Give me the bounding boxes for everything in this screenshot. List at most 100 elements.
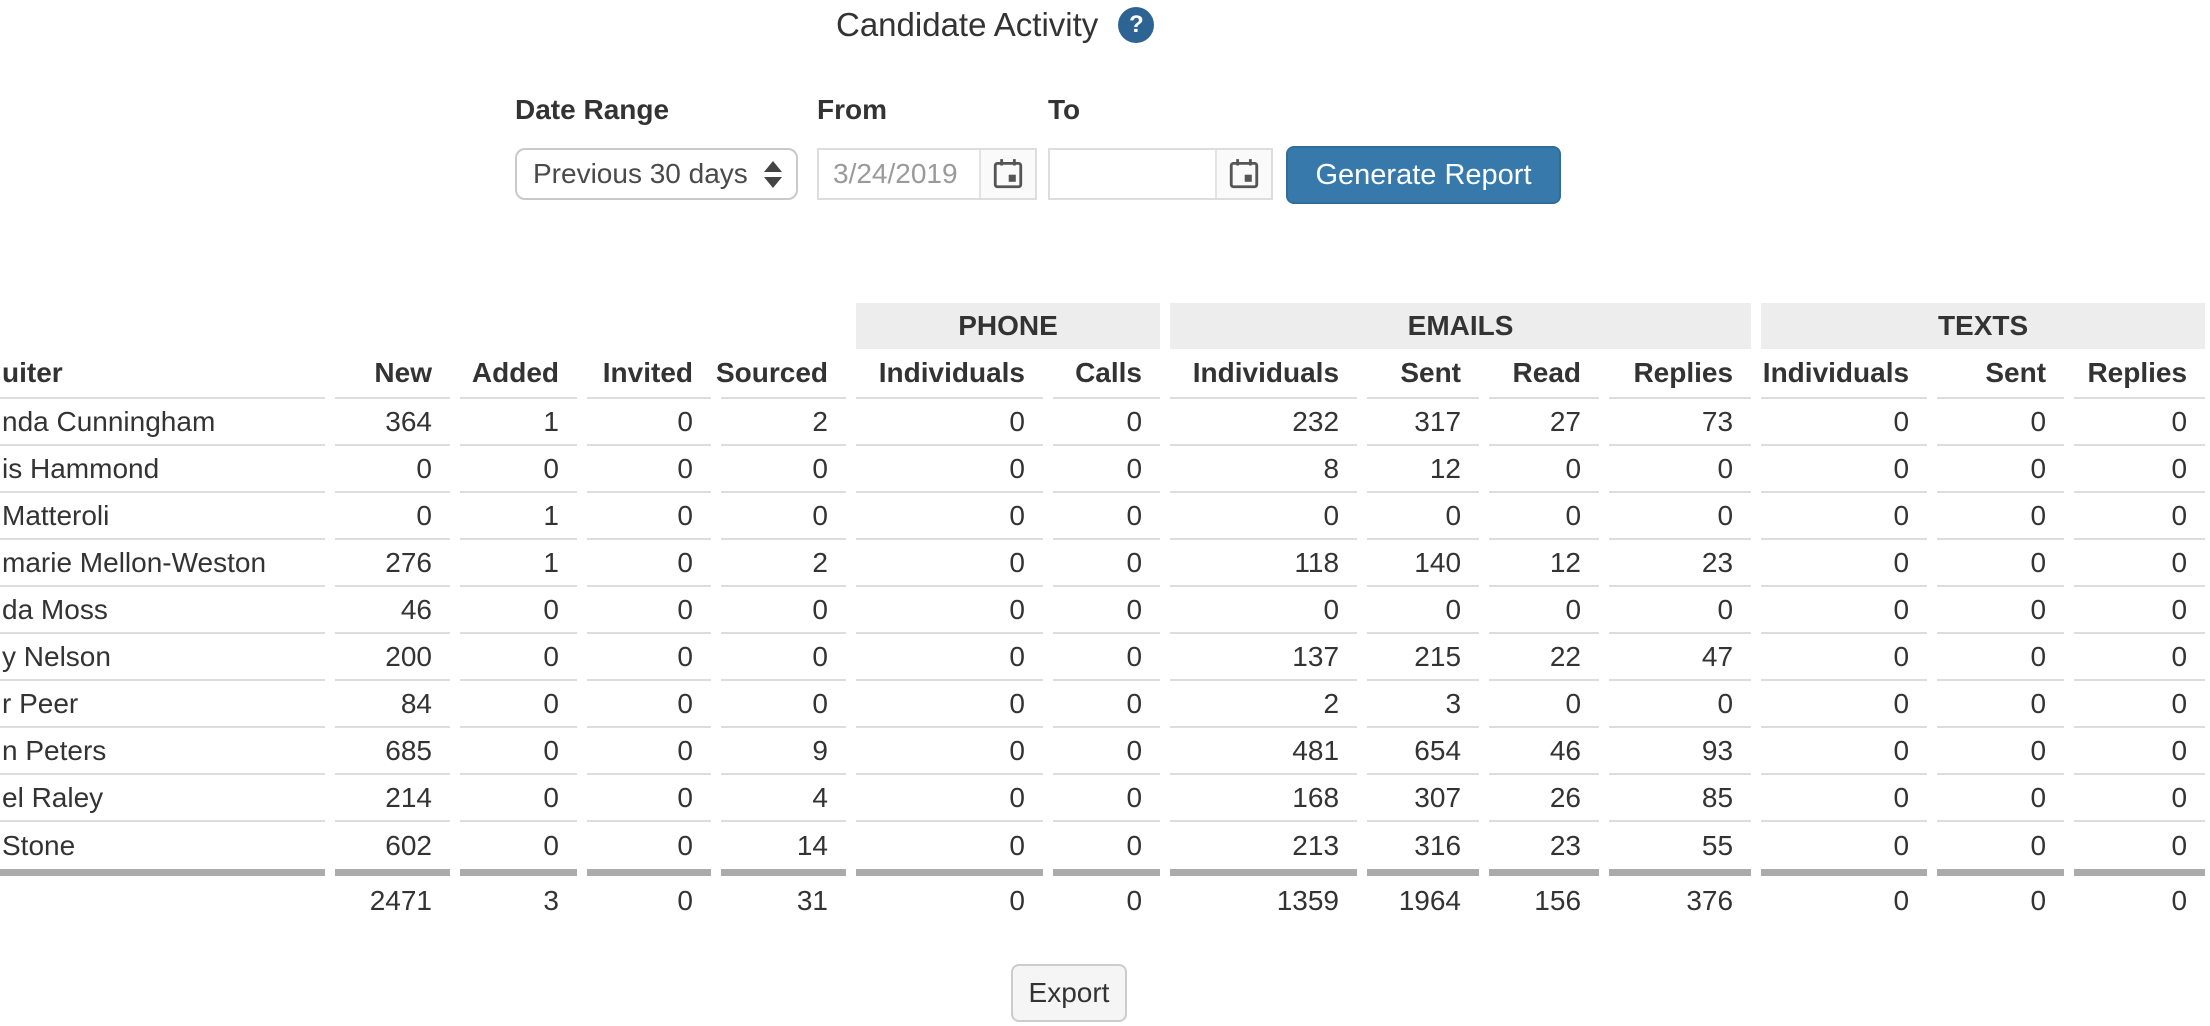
- total-cell-content: 1964: [1367, 869, 1480, 926]
- value-cell: 0: [2069, 587, 2210, 634]
- value-cell-content: 27: [1489, 399, 1600, 446]
- value-cell-content: 213: [1292, 829, 1340, 861]
- value-cell-content: 0: [721, 634, 846, 681]
- value-cell-content: 0: [1609, 587, 1752, 634]
- value-cell-content: 0: [677, 829, 693, 861]
- value-cell: 46: [1484, 728, 1604, 775]
- value-cell-content: 0: [1761, 681, 1928, 728]
- value-cell: 0: [1756, 775, 1932, 822]
- column-header: Read: [1484, 349, 1604, 399]
- value-cell: 0: [582, 728, 716, 775]
- value-cell-content: 0: [2074, 493, 2206, 540]
- value-cell: 0: [851, 681, 1048, 728]
- value-cell-content: 0: [2171, 829, 2188, 861]
- export-button[interactable]: Export: [1011, 964, 1127, 1022]
- table-row: is Hammond 0 0 0 0 0 0 8 12 0 0 0 0 0: [0, 446, 2210, 493]
- value-cell-content: 0: [587, 540, 711, 587]
- value-cell: 0: [1048, 493, 1165, 540]
- value-cell: 0: [716, 587, 851, 634]
- value-cell: 0: [1165, 493, 1362, 540]
- value-cell-content: 0: [2074, 775, 2206, 822]
- value-cell: 0: [1362, 587, 1484, 634]
- value-cell: 0: [582, 446, 716, 493]
- value-cell-content: 46: [335, 587, 450, 634]
- value-cell: 1: [455, 540, 582, 587]
- table-foot: 2471 3 0 31 0 0 1359 1964 156 376 0 0 0: [0, 869, 2210, 926]
- total-cell: 0: [1932, 869, 2069, 926]
- value-cell: 1: [455, 493, 582, 540]
- total-cell: 0: [2069, 869, 2210, 926]
- value-cell-content: 0: [1053, 728, 1161, 775]
- value-cell: 0: [1048, 446, 1165, 493]
- value-cell-content: 3: [1367, 681, 1480, 728]
- value-cell-content: 0: [460, 587, 577, 634]
- value-cell: 0: [2069, 728, 2210, 775]
- value-cell: 654: [1362, 728, 1484, 775]
- column-header-content: Added: [460, 349, 577, 399]
- date-range-select[interactable]: Previous 30 days: [515, 148, 798, 200]
- value-cell-content: 0: [2074, 399, 2206, 446]
- value-cell: 0: [455, 587, 582, 634]
- group-header-emails: EMAILS: [1165, 303, 1756, 349]
- value-cell: 168: [1165, 775, 1362, 822]
- total-cell-content: [0, 869, 325, 926]
- column-header-content: New: [335, 349, 450, 399]
- value-cell: 200: [330, 634, 455, 681]
- to-label: To: [1048, 94, 1081, 125]
- value-cell: 0: [455, 681, 582, 728]
- value-cell: 602: [330, 822, 455, 869]
- value-cell: 4: [716, 775, 851, 822]
- value-cell: 0: [851, 634, 1048, 681]
- from-date-input[interactable]: [819, 150, 979, 198]
- total-cell: 156: [1484, 869, 1604, 926]
- value-cell-content: 0: [721, 446, 846, 493]
- value-cell-content: 140: [1367, 540, 1480, 587]
- total-cell-content: 0: [1053, 869, 1161, 926]
- value-cell-content: 0: [2074, 681, 2206, 728]
- value-cell-content: 0: [1937, 540, 2065, 587]
- value-cell-content: 0: [1761, 493, 1928, 540]
- value-cell: 0: [851, 587, 1048, 634]
- value-cell-content: 0: [460, 634, 577, 681]
- column-header-content: Calls: [1053, 349, 1161, 399]
- value-cell-content: 0: [1126, 829, 1143, 861]
- value-cell: 0: [716, 681, 851, 728]
- table-row: n Peters 685 0 0 9 0 0 481 654 46 93 0 0 0: [0, 728, 2210, 775]
- total-cell-content: 0: [856, 869, 1043, 926]
- value-cell-content: 276: [335, 540, 450, 587]
- value-cell: 0: [1048, 587, 1165, 634]
- column-header: uiter: [0, 349, 330, 399]
- value-cell-content: 0: [1489, 493, 1600, 540]
- to-date-input[interactable]: [1050, 150, 1215, 198]
- column-header-content: Individuals: [856, 349, 1043, 399]
- value-cell-content: 0: [1937, 775, 2065, 822]
- value-cell-content: 137: [1170, 634, 1358, 681]
- value-cell: 0: [851, 446, 1048, 493]
- to-calendar-button[interactable]: [1215, 150, 1271, 198]
- column-header-content: Sent: [1937, 349, 2065, 399]
- value-cell: 0: [582, 540, 716, 587]
- value-cell-content: 0: [1053, 399, 1161, 446]
- date-range-label: Date Range: [515, 94, 670, 125]
- value-cell-content: 0: [2074, 446, 2206, 493]
- value-cell-content: 73: [1609, 399, 1752, 446]
- table-row: r Peer 84 0 0 0 0 0 2 3 0 0 0 0 0: [0, 681, 2210, 728]
- value-cell: 0: [1048, 775, 1165, 822]
- value-cell: 14: [716, 822, 851, 869]
- value-cell: 9: [716, 728, 851, 775]
- value-cell: 213: [1165, 822, 1362, 869]
- value-cell-content: 0: [1009, 829, 1025, 861]
- value-cell: 73: [1604, 399, 1756, 446]
- value-cell-content: 47: [1609, 634, 1752, 681]
- from-calendar-button[interactable]: [979, 150, 1035, 198]
- value-cell-content: 0: [1489, 587, 1600, 634]
- value-cell-content: 0: [1761, 540, 1928, 587]
- value-cell: 8: [1165, 446, 1362, 493]
- value-cell-content: 0: [1937, 399, 2065, 446]
- generate-report-button[interactable]: Generate Report: [1286, 146, 1561, 204]
- group-spacer: [0, 303, 851, 349]
- value-cell-content: 0: [1937, 728, 2065, 775]
- help-icon[interactable]: ?: [1118, 7, 1155, 43]
- column-header-content: Individuals: [1761, 349, 1928, 399]
- value-cell: 0: [1932, 493, 2069, 540]
